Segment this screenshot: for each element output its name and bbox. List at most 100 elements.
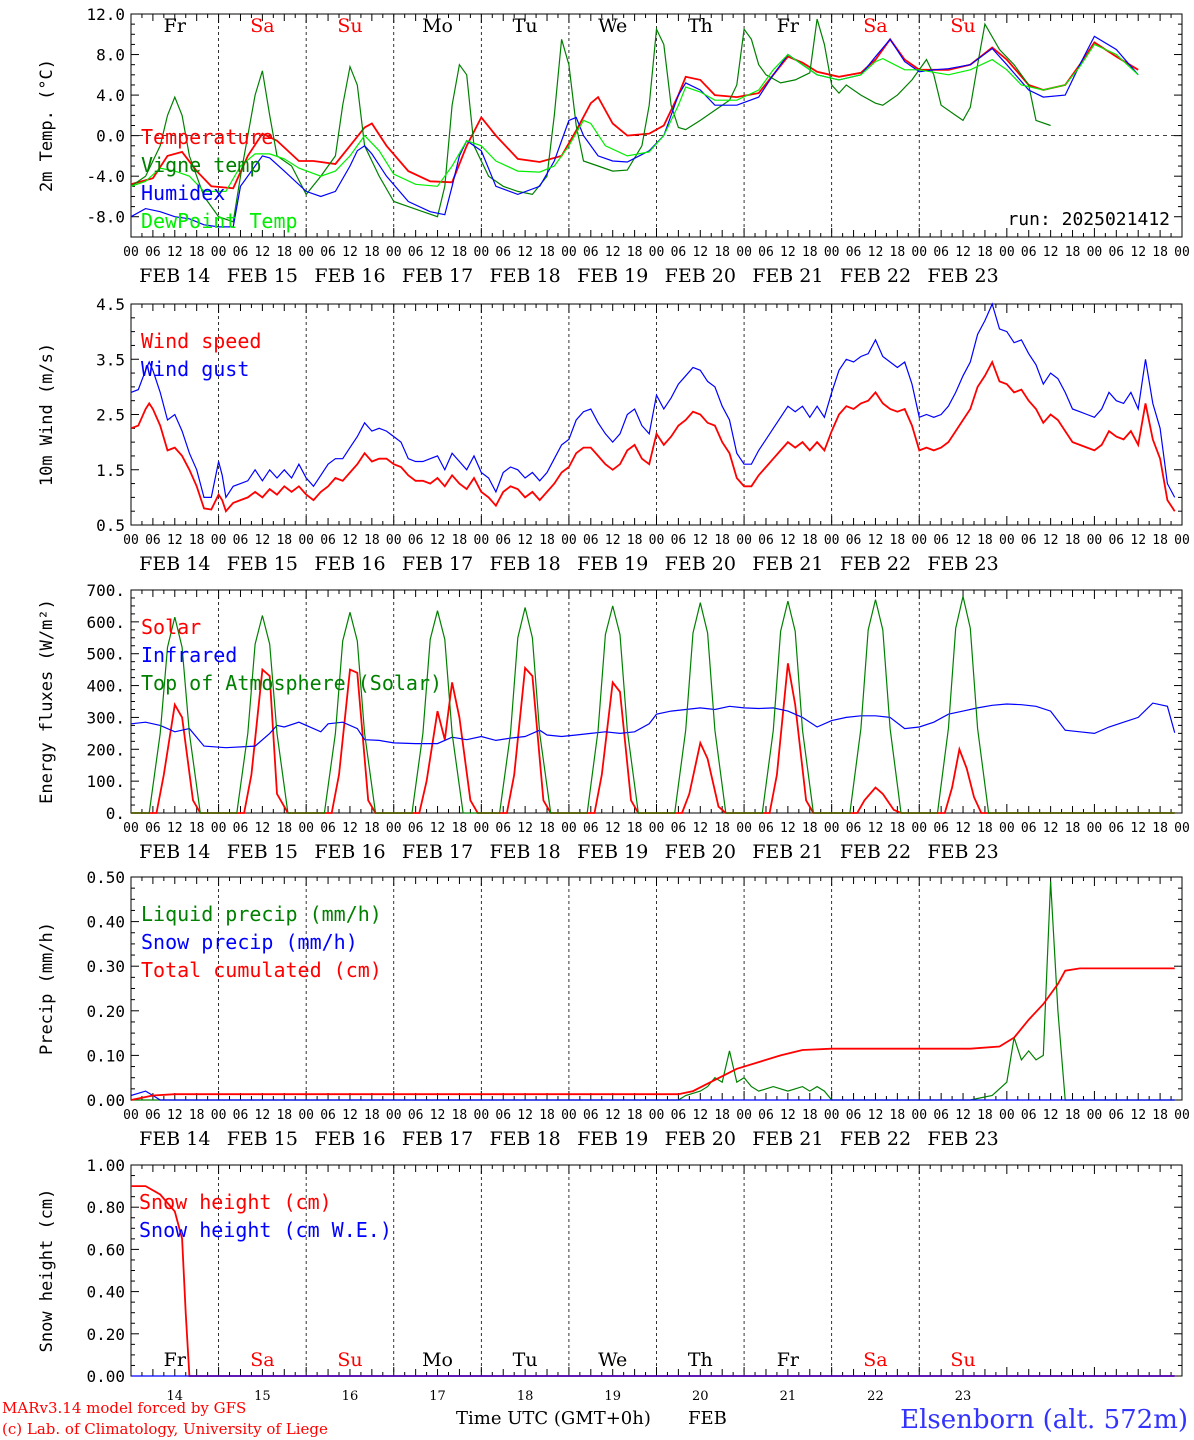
- x-hour-label: 18: [364, 1108, 380, 1123]
- x-hour-label: 18: [539, 245, 555, 260]
- x-date-label: FEB 17: [402, 841, 473, 863]
- x-hour-label: 12: [868, 1108, 884, 1123]
- x-date-label: FEB 18: [490, 553, 561, 575]
- x-hour-label: 00: [824, 533, 840, 548]
- x-hour-label: 06: [846, 821, 862, 836]
- x-hour-label: 06: [233, 533, 249, 548]
- x-hour-label: 12: [342, 245, 358, 260]
- run-label: run: 2025021412: [1007, 209, 1170, 230]
- x-date-label: FEB 19: [577, 1128, 648, 1150]
- x-hour-label: 18: [364, 533, 380, 548]
- x-hour-label: 18: [364, 821, 380, 836]
- footer-model-line: MARv3.14 model forced by GFS: [2, 1399, 246, 1417]
- y-tick-label: -4.0: [86, 167, 125, 186]
- y-tick-label: 0.: [106, 804, 125, 823]
- y-tick-label: 0.80: [86, 1198, 125, 1217]
- x-hour-label: 12: [692, 821, 708, 836]
- x-hour-label: 00: [736, 533, 752, 548]
- legend-item: DewPoint Temp: [141, 209, 298, 233]
- y-tick-label: 0.00: [86, 1367, 125, 1386]
- x-hour-label: 06: [320, 1108, 336, 1123]
- footer-time-label: Time UTC (GMT+0h): [456, 1408, 651, 1429]
- y-tick-label: 4.5: [96, 295, 125, 314]
- x-hour-label: 00: [1174, 1108, 1190, 1123]
- x-hour-label: 18: [977, 245, 993, 260]
- x-hour-label: 18: [714, 1108, 730, 1123]
- y-tick-label: 0.10: [86, 1046, 125, 1065]
- x-date-label: FEB 19: [577, 553, 648, 575]
- series-line-snow-precip-mm-h-: [130, 1090, 1175, 1101]
- x-hour-label: 18: [1152, 533, 1168, 548]
- legend-item: Humidex: [141, 181, 225, 205]
- x-hour-label: 06: [933, 245, 949, 260]
- x-hour-label: 00: [999, 821, 1015, 836]
- y-axis-label: 2m Temp. (°C): [37, 59, 57, 192]
- x-hour-label: 18: [539, 821, 555, 836]
- x-hour-label: 00: [211, 821, 227, 836]
- x-hour-label: 00: [649, 1108, 665, 1123]
- x-hour-label: 18: [276, 821, 292, 836]
- series-line-snow-height-cm-: [131, 1185, 1175, 1377]
- series-line-solar: [131, 663, 1175, 814]
- x-hour-label: 06: [671, 533, 687, 548]
- x-hour-label: 18: [452, 1108, 468, 1123]
- x-hour-label: 06: [758, 245, 774, 260]
- x-hour-label: 18: [189, 821, 205, 836]
- x-hour-label: 06: [1021, 245, 1037, 260]
- x-hour-label: 18: [189, 533, 205, 548]
- x-hour-label: 06: [320, 821, 336, 836]
- weekday-label: Su: [950, 1349, 975, 1371]
- day-number-label: 15: [254, 1389, 271, 1404]
- x-hour-label: 12: [430, 245, 446, 260]
- weekday-label: Su: [337, 1349, 362, 1371]
- x-hour-label: 06: [495, 245, 511, 260]
- x-hour-label: 12: [1043, 533, 1059, 548]
- x-date-label: FEB 21: [752, 265, 823, 287]
- x-hour-label: 06: [758, 821, 774, 836]
- x-hour-label: 12: [1130, 533, 1146, 548]
- x-hour-label: 06: [846, 245, 862, 260]
- x-date-label: FEB 17: [402, 553, 473, 575]
- weekday-label: Sa: [250, 1349, 274, 1371]
- x-hour-label: 12: [517, 533, 533, 548]
- x-hour-label: 06: [233, 821, 249, 836]
- y-axis-label: Snow height (cm): [37, 1189, 57, 1353]
- x-hour-label: 18: [977, 821, 993, 836]
- weekday-label: Th: [688, 15, 713, 37]
- x-date-label: FEB 14: [139, 841, 210, 863]
- x-hour-label: 18: [452, 533, 468, 548]
- x-hour-label: 12: [255, 245, 271, 260]
- y-tick-label: 600.: [86, 613, 125, 632]
- x-hour-label: 00: [1087, 821, 1103, 836]
- legend-item: Total cumulated (cm): [141, 958, 382, 982]
- x-hour-label: 06: [583, 1108, 599, 1123]
- x-hour-label: 12: [1043, 821, 1059, 836]
- x-hour-label: 06: [1108, 821, 1124, 836]
- x-date-label: FEB 20: [665, 1128, 736, 1150]
- x-hour-label: 00: [999, 245, 1015, 260]
- x-date-label: FEB 15: [227, 265, 298, 287]
- x-hour-label: 00: [649, 533, 665, 548]
- x-hour-label: 12: [955, 533, 971, 548]
- legend-item: Liquid precip (mm/h): [141, 902, 382, 926]
- x-hour-label: 12: [1130, 821, 1146, 836]
- x-hour-label: 06: [671, 1108, 687, 1123]
- y-tick-label: 0.20: [86, 1002, 125, 1021]
- weekday-label: We: [598, 1349, 627, 1371]
- legend-item: Solar: [141, 615, 201, 639]
- x-hour-label: 06: [145, 533, 161, 548]
- day-number-label: 22: [867, 1389, 884, 1404]
- x-hour-label: 00: [386, 821, 402, 836]
- x-hour-label: 06: [1021, 821, 1037, 836]
- x-hour-label: 18: [1065, 1108, 1081, 1123]
- x-hour-label: 12: [692, 1108, 708, 1123]
- x-hour-label: 00: [824, 1108, 840, 1123]
- weekday-label: We: [598, 15, 627, 37]
- series-line-liquid-precip-mm-h-: [131, 881, 1175, 1101]
- x-hour-label: 06: [408, 1108, 424, 1123]
- x-date-label: FEB 21: [752, 1128, 823, 1150]
- x-hour-label: 12: [1043, 245, 1059, 260]
- x-date-label: FEB 19: [577, 841, 648, 863]
- x-hour-label: 00: [298, 245, 314, 260]
